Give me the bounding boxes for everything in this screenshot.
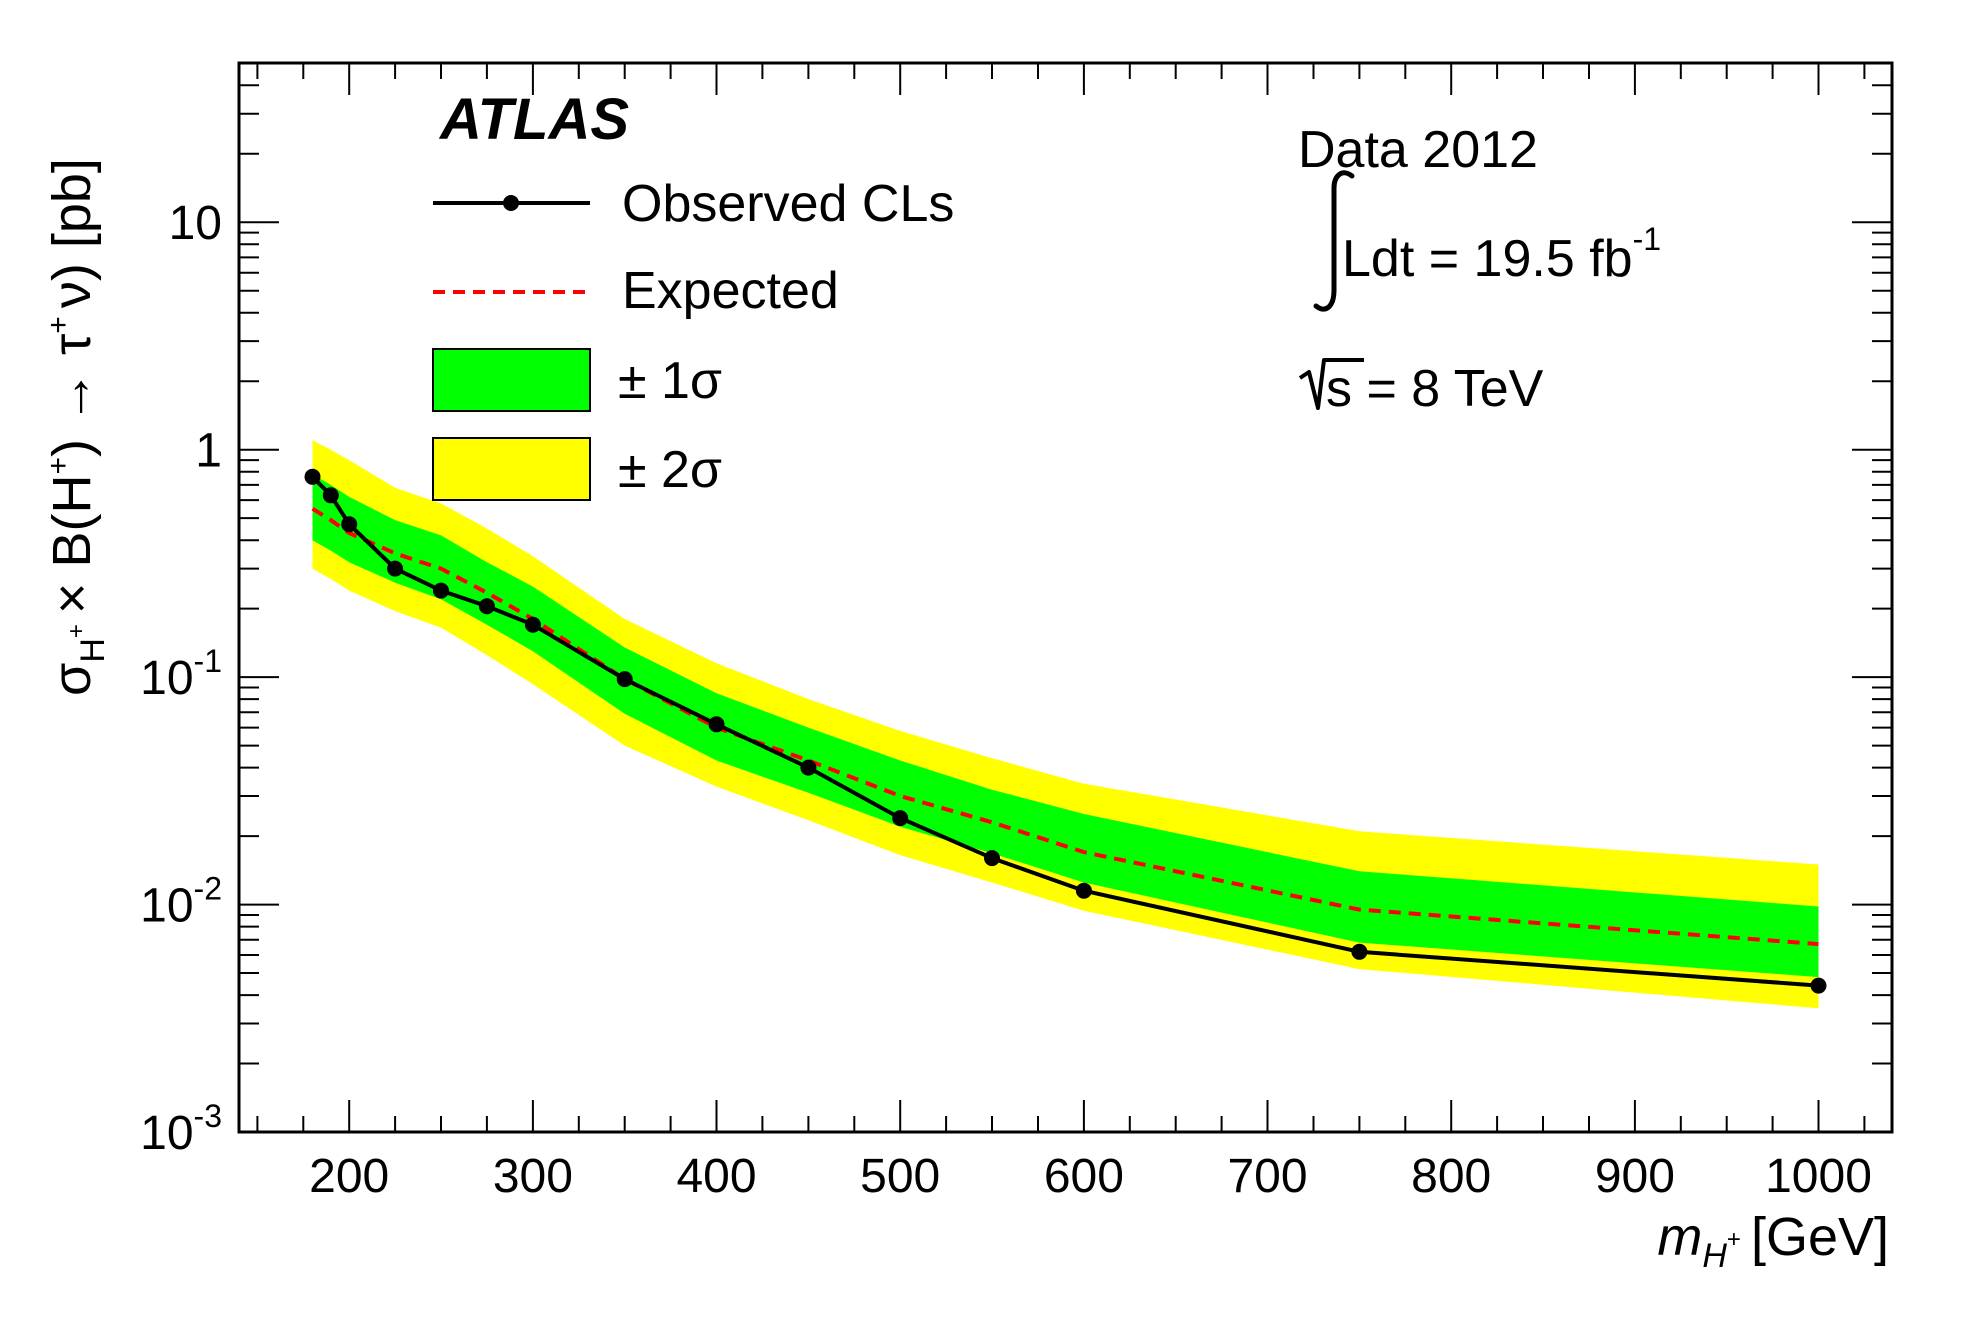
energy-label: s = 8 TeV <box>1326 360 1544 418</box>
x-tick-label: 300 <box>493 1150 573 1203</box>
sqrt-sign-icon <box>1298 358 1364 410</box>
observed-point <box>1075 882 1092 899</box>
observed-point <box>304 468 321 485</box>
x-tick-label: 900 <box>1595 1150 1675 1203</box>
observed-point <box>322 487 339 504</box>
data-year-label: Data 2012 <box>1298 121 1538 179</box>
legend-2sigma-swatch <box>432 437 591 501</box>
x-tick-label: 1000 <box>1765 1150 1872 1203</box>
x-axis-title: mH+ [GeV] <box>1657 1207 1889 1275</box>
x-tick-label: 600 <box>1044 1150 1124 1203</box>
observed-point <box>616 671 633 688</box>
observed-point <box>433 582 449 599</box>
y-tick-label: 1 <box>195 425 222 478</box>
x-tick-label: 500 <box>860 1150 940 1203</box>
y-tick-label: 10-1 <box>140 643 222 705</box>
observed-point <box>1810 977 1827 994</box>
x-tick-labels: 200 300 400 500 600 700 800 900 1000 <box>309 1150 1872 1203</box>
x-tick-label: 200 <box>309 1150 389 1203</box>
x-tick-label: 700 <box>1227 1150 1307 1203</box>
observed-point <box>478 598 495 615</box>
legend-1sigma-swatch <box>432 348 591 412</box>
legend-1sigma: ± 1σ <box>432 348 722 412</box>
observed-point <box>892 810 909 827</box>
observed-point <box>984 850 1000 867</box>
x-tick-label: 400 <box>676 1150 756 1203</box>
legend-expected-label: Expected <box>622 262 839 320</box>
legend-1sigma-label: ± 1σ <box>618 352 722 410</box>
band-1sigma <box>312 474 1819 978</box>
y-tick-label: 10 <box>169 197 222 250</box>
uncertainty-bands <box>312 440 1819 1009</box>
observed-point <box>1351 943 1368 960</box>
legend-2sigma-label: ± 2σ <box>618 441 722 499</box>
observed-point <box>524 616 541 633</box>
axis-ticks <box>239 62 1892 1133</box>
observed-markers <box>304 468 1827 994</box>
plot-frame <box>237 61 1894 1134</box>
observed-point <box>387 560 404 577</box>
info-box: Data 2012 Ldt = 19.5 fb-1 s = 8 TeV <box>1298 121 1661 418</box>
y-tick-labels: 10-3 10-2 10-1 1 10 <box>140 197 222 1160</box>
band-2sigma <box>312 440 1819 1009</box>
observed-point <box>341 516 358 533</box>
legend: ATLAS Observed CLs Expected ± 1σ ± 2σ <box>432 87 954 501</box>
legend-observed: Observed CLs <box>433 175 954 233</box>
integral-sign-icon <box>1313 170 1355 312</box>
legend-2sigma: ± 2σ <box>432 437 722 501</box>
legend-observed-marker <box>503 195 519 211</box>
observed-point <box>708 716 725 733</box>
y-tick-label: 10-2 <box>140 871 222 933</box>
legend-observed-label: Observed CLs <box>622 175 954 233</box>
observed-point <box>800 759 817 776</box>
experiment-label: ATLAS <box>438 87 629 152</box>
y-axis-title: σH+× B(H+) → τ+ν) [pb] <box>42 158 112 696</box>
y-tick-label: 10-3 <box>140 1098 222 1160</box>
luminosity-label: Ldt = 19.5 fb-1 <box>1342 221 1661 288</box>
x-tick-label: 800 <box>1411 1150 1491 1203</box>
legend-expected: Expected <box>433 262 839 320</box>
